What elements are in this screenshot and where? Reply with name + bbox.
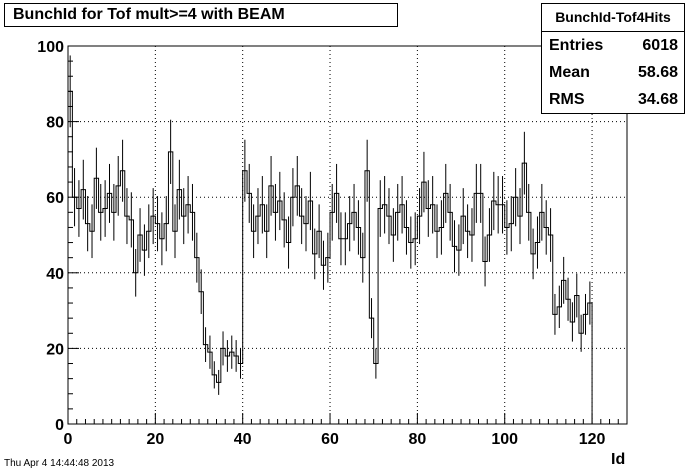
stats-row-mean: Mean 58.68 <box>542 59 684 86</box>
x-tick-label: 120 <box>579 431 606 448</box>
stats-row-rms: RMS 34.68 <box>542 86 684 113</box>
chart-title: BunchId for Tof mult>=4 with BEAM <box>4 3 398 27</box>
stats-row-entries: Entries 6018 <box>542 32 684 59</box>
stats-value: 58.68 <box>637 64 678 81</box>
date-stamp: Thu Apr 4 14:44:48 2013 <box>4 458 115 469</box>
stats-value: 34.68 <box>637 91 678 108</box>
y-tick-label: 20 <box>46 341 64 358</box>
stats-label: Mean <box>549 64 590 81</box>
x-tick-label: 40 <box>234 431 252 448</box>
x-tick-label: 80 <box>408 431 426 448</box>
histogram-outline <box>67 90 593 424</box>
axis-tick-labels: 0 20 40 60 80 100 120 0 20 40 60 80 100 <box>37 39 605 448</box>
x-axis-label: Id <box>611 451 626 468</box>
x-tick-label: 20 <box>146 431 164 448</box>
axis-ticks <box>67 45 628 425</box>
y-tick-label: 80 <box>46 115 64 132</box>
x-tick-label: 100 <box>491 431 518 448</box>
x-tick-label: 0 <box>64 431 73 448</box>
y-tick-label: 60 <box>46 190 64 207</box>
y-tick-label: 0 <box>55 417 64 434</box>
y-tick-label: 100 <box>37 39 64 56</box>
stats-label: RMS <box>549 91 585 108</box>
stats-label: Entries <box>549 37 604 54</box>
y-tick-label: 40 <box>46 266 64 283</box>
stats-value: 6018 <box>642 37 678 54</box>
stats-box: BunchId-Tof4Hits Entries 6018 Mean 58.68… <box>541 3 685 114</box>
x-tick-label: 60 <box>321 431 339 448</box>
stats-box-title: BunchId-Tof4Hits <box>542 4 684 32</box>
